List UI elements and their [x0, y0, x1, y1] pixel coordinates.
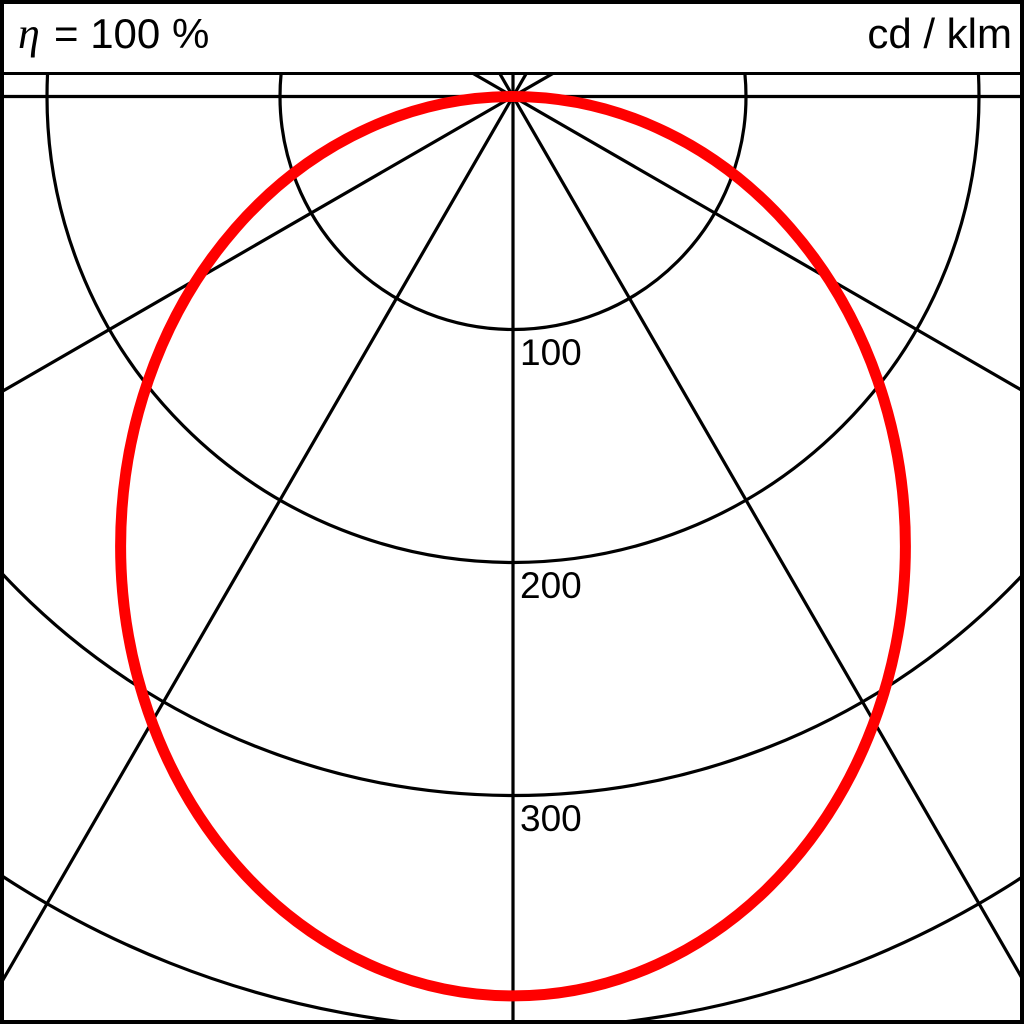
ring-label-300: 300 [520, 798, 582, 839]
intensity-curve-layer [115, 91, 911, 1002]
ring-label-100: 100 [520, 332, 582, 373]
unit-label: cd / klm [867, 10, 1012, 57]
efficiency-symbol: η [18, 9, 40, 58]
intensity-curve [115, 91, 911, 1002]
ring-label-200: 200 [520, 565, 582, 606]
efficiency-value-label: = 100 % [54, 10, 209, 57]
